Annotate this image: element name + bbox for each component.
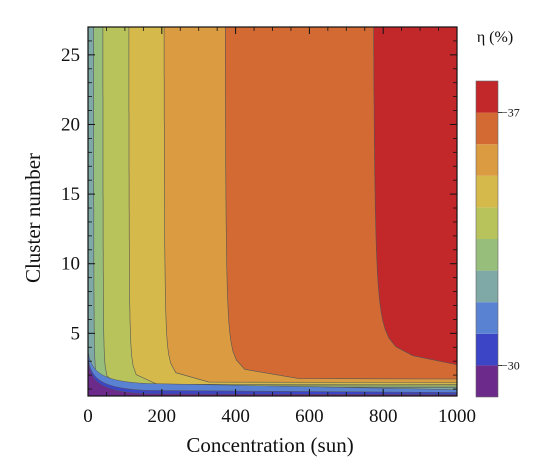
x-tick-label: 400 xyxy=(221,406,250,427)
y-tick-label: 5 xyxy=(71,323,81,344)
colorbar-swatch xyxy=(476,365,498,397)
colorbar-swatch xyxy=(476,239,498,271)
colorbar-swatch xyxy=(476,302,498,334)
y-tick-label: 10 xyxy=(61,254,80,275)
band-region xyxy=(87,26,458,397)
y-tick-label: 20 xyxy=(61,114,80,135)
colorbar-swatch xyxy=(476,270,498,303)
plot-area xyxy=(87,26,458,397)
colorbar-swatch xyxy=(476,175,498,208)
colorbar-swatch xyxy=(476,144,498,176)
colorbar-swatch xyxy=(476,81,498,113)
colorbar-tick-label: −30 xyxy=(501,358,520,372)
x-tick-label: 1000 xyxy=(438,406,476,427)
band-region xyxy=(87,26,458,397)
axes: 0 200 400 600 800 1000 5 10 15 20 25 xyxy=(61,26,476,427)
colorbar-swatch xyxy=(476,112,498,145)
band-region xyxy=(87,26,458,397)
x-tick-label: 600 xyxy=(295,406,324,427)
colorbar-frame xyxy=(475,80,499,398)
y-tick-label: 15 xyxy=(61,184,80,205)
colorbar-tick-label: −37 xyxy=(501,106,520,120)
x-tick-label: 800 xyxy=(369,406,398,427)
x-tick-label: 200 xyxy=(148,406,177,427)
x-tick-label: 0 xyxy=(83,406,93,427)
x-axis-title: Concentration (sun) xyxy=(186,433,353,457)
colorbar-swatch xyxy=(476,207,498,239)
colorbar-title: η (%) xyxy=(477,29,513,46)
y-axis-title: Cluster number xyxy=(21,153,45,283)
y-tick-label: 25 xyxy=(61,45,80,66)
colorbar: −37 −30 xyxy=(475,80,520,398)
colorbar-swatch xyxy=(476,333,498,366)
band-region xyxy=(87,26,458,397)
